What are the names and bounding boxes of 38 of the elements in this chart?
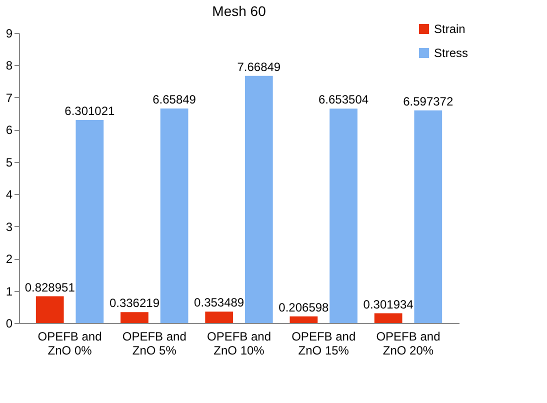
y-tick-label: 1 <box>6 284 13 298</box>
data-label: 6.597372 <box>403 94 454 108</box>
data-label: 0.828951 <box>24 280 76 294</box>
x-tick-label: OPEFB and ZnO 10% <box>206 330 272 358</box>
bar <box>290 316 318 323</box>
chart-title: Mesh 60 <box>212 3 266 19</box>
data-label: 7.66849 <box>237 60 281 74</box>
x-tick-label: OPEFB and ZnO 0% <box>38 330 102 358</box>
data-label: 0.353489 <box>194 296 244 310</box>
x-tick-label: OPEFB and ZnO 15% <box>292 330 356 358</box>
y-tick-label: 2 <box>6 252 13 266</box>
x-tick-label: OPEFB and ZnO 5% <box>122 330 186 358</box>
bar <box>160 108 188 323</box>
x-tick-label: OPEFB and ZnO 20% <box>376 330 440 358</box>
data-label: 6.65849 <box>152 92 196 106</box>
bar <box>120 312 148 323</box>
data-label: 0.206598 <box>278 300 330 314</box>
y-tick-label: 6 <box>6 123 13 138</box>
data-label: 6.301021 <box>64 104 116 118</box>
legend-label: Strain <box>434 22 466 36</box>
bar <box>414 110 442 323</box>
data-label: 0.336219 <box>109 296 160 310</box>
data-label: 6.653504 <box>318 92 369 107</box>
y-tick-label: 0 <box>6 316 13 330</box>
y-tick-label: 9 <box>6 26 13 40</box>
y-tick-label: 4 <box>6 188 13 202</box>
bar <box>76 120 104 323</box>
y-tick-label: 8 <box>6 58 13 73</box>
y-tick-label: 5 <box>6 155 13 170</box>
y-tick-label: 7 <box>6 90 13 105</box>
data-label: 0.301934 <box>363 297 414 312</box>
bar <box>36 296 64 323</box>
bar <box>205 312 234 323</box>
bar <box>244 76 273 323</box>
y-tick-label: 3 <box>6 220 13 234</box>
legend-label: Stress <box>434 46 468 60</box>
bar <box>374 313 402 323</box>
bar <box>330 108 358 323</box>
